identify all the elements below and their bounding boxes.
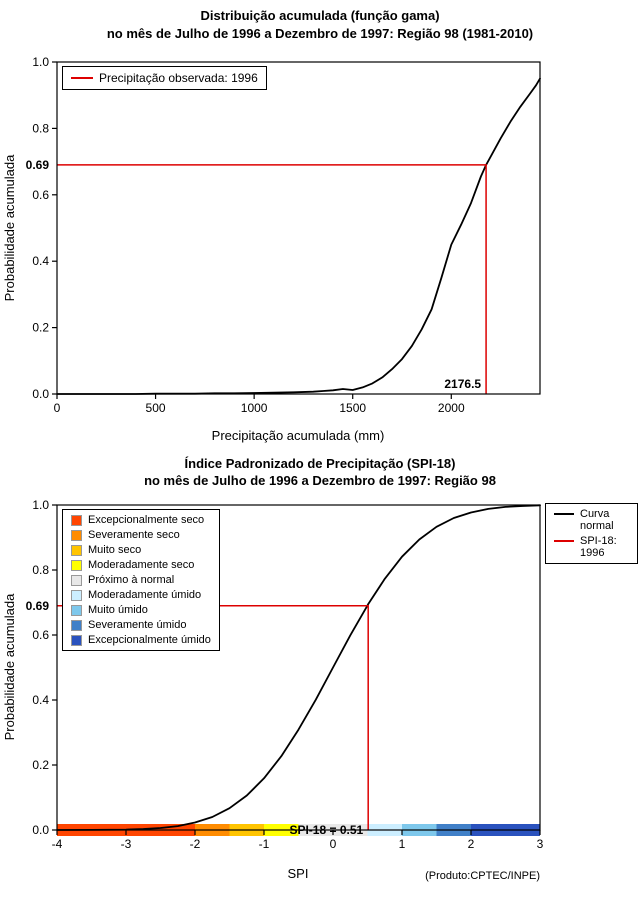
category-swatch (71, 604, 82, 616)
category-label: Moderadamente seco (88, 559, 195, 571)
reference-y-label: 0.69 (26, 599, 50, 613)
plot-border (56, 504, 541, 831)
category-swatch (71, 634, 82, 646)
spi-category-item: Excepcionalmente úmido (71, 634, 211, 646)
y-tick-label: 0.8 (32, 121, 49, 135)
spi-category-item: Moderadamente seco (71, 559, 211, 571)
credit-text: (Produto:CPTEC/INPE) (425, 870, 540, 882)
cdf-curve (56, 504, 541, 831)
spi-category-item: Severamente seco (71, 529, 211, 541)
legend-label: Precipitação observada: 1996 (99, 71, 258, 85)
y-tick-label: 0.6 (32, 188, 49, 202)
category-label: Excepcionalmente úmido (88, 634, 211, 646)
plot-border (56, 61, 541, 395)
x-tick-label: 0 (330, 837, 337, 851)
reference-x-label: 2176.5 (444, 377, 481, 391)
category-swatch (71, 589, 82, 601)
chart2-series-legend: Curva normal SPI-18: 1996 (545, 503, 638, 564)
reference-lines (57, 164, 487, 394)
x-tick-label: 500 (146, 401, 166, 415)
legend-label: SPI-18: 1996 (580, 535, 617, 559)
spi-category-item: Severamente úmido (71, 619, 211, 631)
category-label: Próximo à normal (88, 574, 175, 586)
category-label: Severamente úmido (88, 619, 187, 631)
legend-line-sample (71, 77, 93, 79)
spi-category-item: Excepcionalmente seco (71, 514, 211, 526)
gamma-cdf-plot: 0.69 2176.5 0 500 1000 1500 2000 0.0 0.2 0.4 0.6 0.… (26, 55, 541, 415)
chart1-title: Distribuição acumulada (função gama) (200, 8, 440, 23)
legend-item: SPI-18: 1996 (554, 535, 629, 559)
y-tick-label: 1.0 (32, 55, 49, 69)
x-tick-label: 2000 (438, 401, 465, 415)
chart1-legend: Precipitação observada: 1996 (62, 66, 267, 90)
chart2-subtitle: no mês de Julho de 1996 a Dezembro de 19… (144, 473, 496, 488)
chart2-ylabel: Probabilidade acumulada (2, 593, 17, 740)
x-tick-label: -2 (190, 837, 201, 851)
cdf-curve (56, 77, 541, 395)
y-tick-label: 0.4 (32, 254, 49, 268)
category-label: Excepcionalmente seco (88, 514, 205, 526)
category-label: Muito seco (88, 544, 142, 556)
chart1-xlabel: Precipitação acumulada (mm) (212, 428, 385, 443)
spi-category-item: Muito seco (71, 544, 211, 556)
spi-category-item: Próximo à normal (71, 574, 211, 586)
category-swatch (71, 544, 82, 556)
legend-label: Curva normal (580, 508, 614, 532)
y-tick-label: 0.0 (32, 823, 49, 837)
x-tick-label: 1000 (241, 401, 268, 415)
chart1-ylabel: Probabilidade acumulada (2, 154, 17, 301)
y-tick-label: 0.0 (32, 387, 49, 401)
x-tick-label: 0 (54, 401, 61, 415)
category-swatch (71, 529, 82, 541)
x-tick-label: -4 (52, 837, 63, 851)
x-tick-label: -3 (121, 837, 132, 851)
chart2-xlabel: SPI (288, 866, 309, 881)
chart2-title: Índice Padronizado de Precipitação (SPI-… (184, 456, 456, 471)
legend-item: Precipitação observada: 1996 (71, 71, 258, 85)
spi-category-item: Moderadamente úmido (71, 589, 211, 601)
x-tick-label: 1500 (339, 401, 366, 415)
category-label: Severamente seco (88, 529, 180, 541)
category-label: Moderadamente úmido (88, 589, 202, 601)
category-swatch (71, 619, 82, 631)
x-tick-label: 2 (468, 837, 475, 851)
x-tick-label: 1 (399, 837, 406, 851)
y-tick-label: 0.8 (32, 563, 49, 577)
x-tick-label: -1 (259, 837, 270, 851)
spi-category-item: Muito úmido (71, 604, 211, 616)
y-tick-label: 1.0 (32, 498, 49, 512)
category-swatch (71, 559, 82, 571)
y-tick-label: 0.2 (32, 758, 49, 772)
x-tick-label: 3 (537, 837, 544, 851)
legend-line-sample (554, 513, 574, 515)
y-tick-label: 0.4 (32, 693, 49, 707)
y-tick-label: 0.6 (32, 628, 49, 642)
reference-y-label: 0.69 (26, 158, 50, 172)
category-label: Muito úmido (88, 604, 148, 616)
category-swatch (71, 514, 82, 526)
legend-line-sample (554, 540, 574, 542)
y-tick-label: 0.2 (32, 321, 49, 335)
spi-categories-legend: Excepcionalmente seco Severamente seco Mui… (62, 509, 220, 651)
category-swatch (71, 574, 82, 586)
legend-item: Curva normal (554, 508, 629, 532)
chart1-subtitle: no mês de Julho de 1996 a Dezembro de 19… (106, 26, 534, 41)
